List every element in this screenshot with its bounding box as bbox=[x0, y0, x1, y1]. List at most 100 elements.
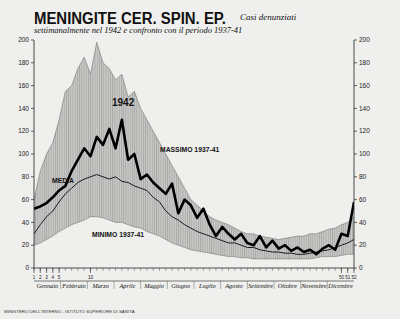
minor-tick bbox=[71, 268, 72, 271]
tick bbox=[354, 85, 357, 86]
tick bbox=[34, 268, 35, 273]
minor-tick bbox=[197, 268, 198, 271]
tick bbox=[31, 222, 34, 223]
minor-tick bbox=[146, 268, 147, 271]
minor-tick bbox=[297, 268, 298, 271]
minor-tick bbox=[253, 268, 254, 271]
tick-label: 0 bbox=[25, 264, 29, 271]
month-label: Luglio bbox=[198, 282, 215, 289]
tick bbox=[354, 131, 357, 132]
tick-label: 160 bbox=[18, 82, 29, 89]
tick bbox=[31, 62, 34, 63]
minor-tick bbox=[310, 268, 311, 271]
series-label: MEDIA bbox=[52, 177, 74, 184]
month-label: Agosto bbox=[224, 282, 243, 289]
minor-tick bbox=[77, 268, 78, 271]
tick-label: 3 bbox=[45, 275, 48, 280]
month-label: Giugno bbox=[171, 282, 190, 289]
tick bbox=[354, 108, 357, 109]
minor-tick bbox=[291, 268, 292, 271]
minor-tick bbox=[272, 268, 273, 271]
month-label: Gennaio bbox=[36, 282, 58, 289]
tick bbox=[354, 176, 357, 177]
tick-label: 52 bbox=[351, 275, 357, 280]
minor-tick bbox=[159, 268, 160, 271]
minor-tick bbox=[134, 268, 135, 271]
month-label: Ottobre bbox=[278, 282, 298, 289]
tick-label: 140 bbox=[18, 105, 29, 112]
month-separator bbox=[194, 281, 195, 289]
tick-label: 5 bbox=[58, 275, 61, 280]
month-label: Maggio bbox=[143, 282, 164, 289]
tick bbox=[31, 268, 34, 269]
minor-tick bbox=[241, 268, 242, 271]
tick-label: 100 bbox=[18, 150, 29, 157]
tick-label: 51 bbox=[345, 275, 351, 280]
minor-tick bbox=[184, 268, 185, 271]
tick-label: 2 bbox=[39, 275, 42, 280]
tick-label: 100 bbox=[359, 150, 370, 157]
tick bbox=[40, 268, 41, 273]
tick-label: 50 bbox=[339, 275, 345, 280]
minor-tick bbox=[222, 268, 223, 271]
minor-tick bbox=[215, 268, 216, 271]
tick-label: 40 bbox=[22, 219, 30, 226]
tick-label: 180 bbox=[359, 59, 370, 66]
minor-tick bbox=[172, 268, 173, 271]
minor-tick bbox=[103, 268, 104, 271]
tick-label: 120 bbox=[359, 127, 370, 134]
tick bbox=[354, 199, 357, 200]
background bbox=[0, 0, 400, 319]
minor-tick bbox=[165, 268, 166, 271]
tick-label: 20 bbox=[22, 241, 30, 248]
minor-tick bbox=[84, 268, 85, 271]
series-label: MASSIMO 1937-41 bbox=[160, 146, 220, 153]
minor-tick bbox=[153, 268, 154, 271]
tick bbox=[90, 268, 91, 273]
tick-label: 10 bbox=[88, 275, 94, 280]
tick bbox=[347, 268, 348, 273]
tick bbox=[354, 268, 357, 269]
minor-tick bbox=[209, 268, 210, 271]
tick bbox=[354, 245, 357, 246]
minor-tick bbox=[247, 268, 248, 271]
footer: MINISTERO DELL'INTERNO - ISTITUTO SUPERI… bbox=[4, 309, 135, 314]
tick-label: 40 bbox=[359, 219, 367, 226]
tick bbox=[31, 40, 34, 41]
minor-tick bbox=[316, 268, 317, 271]
minor-tick bbox=[140, 268, 141, 271]
minor-tick bbox=[335, 268, 336, 271]
tick bbox=[31, 245, 34, 246]
tick-label: 4 bbox=[52, 275, 55, 280]
tick bbox=[31, 131, 34, 132]
minor-tick bbox=[121, 268, 122, 271]
month-label: Aprile bbox=[118, 282, 135, 289]
chart: MENINGITE CER. SPIN. EP.Casi denunziatis… bbox=[0, 0, 400, 319]
minor-tick bbox=[278, 268, 279, 271]
tick bbox=[46, 268, 47, 273]
month-separator bbox=[114, 281, 115, 289]
tick-label: 20 bbox=[359, 241, 367, 248]
subtitle: Casi denunziati bbox=[240, 12, 297, 22]
minor-tick bbox=[259, 268, 260, 271]
range-band bbox=[34, 42, 354, 259]
tick bbox=[354, 40, 357, 41]
tick-label: 180 bbox=[18, 59, 29, 66]
series-line bbox=[34, 120, 354, 255]
minor-tick bbox=[190, 268, 191, 271]
month-label: Settembre bbox=[248, 282, 273, 289]
tick bbox=[354, 62, 357, 63]
minor-tick bbox=[96, 268, 97, 271]
tick-label: 1 bbox=[33, 275, 36, 280]
minor-tick bbox=[115, 268, 116, 271]
month-separator bbox=[140, 281, 141, 289]
month-label: Febbraio bbox=[61, 282, 85, 289]
minor-tick bbox=[266, 268, 267, 271]
minor-tick bbox=[234, 268, 235, 271]
month-separator bbox=[87, 281, 88, 289]
month-label: Dicembre bbox=[327, 282, 353, 289]
tick bbox=[354, 222, 357, 223]
minor-tick bbox=[178, 268, 179, 271]
tick bbox=[52, 268, 53, 273]
tick bbox=[31, 199, 34, 200]
